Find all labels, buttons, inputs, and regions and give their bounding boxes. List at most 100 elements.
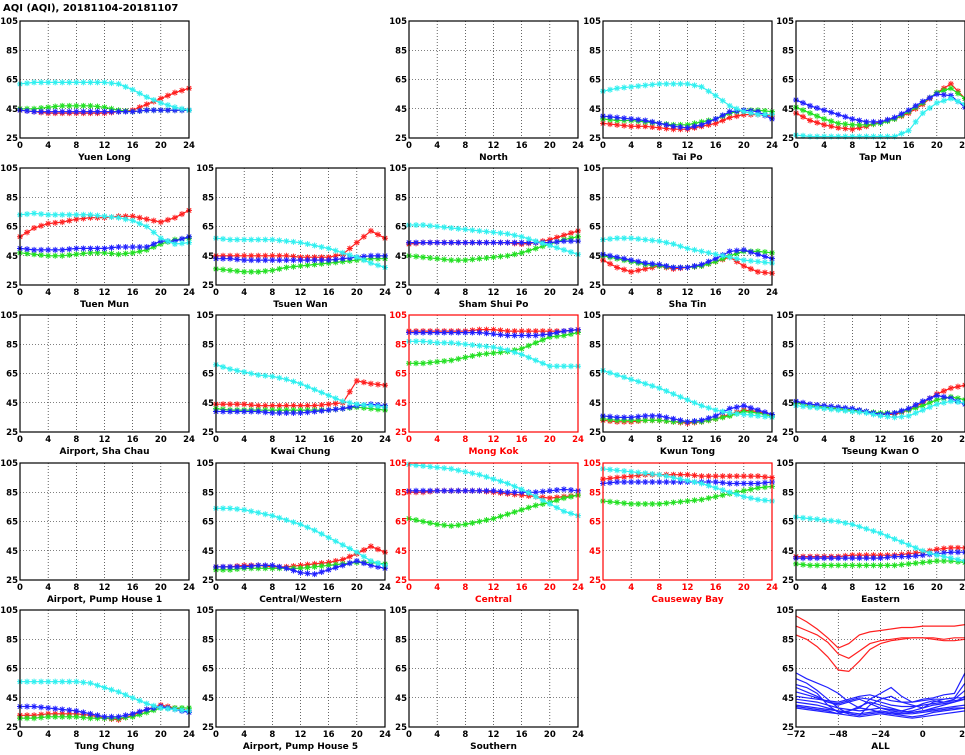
data-point [670, 415, 677, 422]
data-point [290, 567, 297, 574]
data-point [898, 561, 905, 568]
panel-tseung-kwan-o: 0 4 8 12 16 20 24 25 45 65 85 105 Tseung Kwan O [776, 311, 965, 457]
y-tick-label: 105 [196, 606, 214, 616]
data-point [621, 500, 628, 507]
data-point [642, 412, 649, 419]
x-tick-label: 4 [628, 141, 634, 151]
data-point [483, 326, 490, 333]
data-point [656, 80, 663, 87]
plot-frame [795, 609, 965, 728]
data-point [684, 396, 691, 403]
x-tick-label: 0 [793, 435, 799, 445]
y-tick-label: 25 [782, 428, 794, 438]
data-point [346, 388, 353, 395]
data-point [518, 345, 525, 352]
panel-title: ALL [871, 742, 890, 752]
data-point [691, 497, 698, 504]
data-point [269, 267, 276, 274]
x-tick-label: 24 [183, 435, 195, 445]
y-tick-label: 85 [395, 340, 407, 350]
data-point [339, 541, 346, 548]
x-tick-label: 4 [434, 435, 440, 445]
data-point [933, 552, 940, 559]
data-point [670, 474, 677, 481]
data-point [814, 562, 821, 569]
y-tick-label: 85 [395, 488, 407, 498]
data-point [136, 214, 143, 221]
data-point [115, 243, 122, 250]
data-point [511, 508, 518, 515]
data-point [476, 227, 483, 234]
data-point [712, 120, 719, 127]
data-point [164, 216, 171, 223]
data-point [290, 402, 297, 409]
data-point [614, 254, 621, 261]
data-point [332, 256, 339, 263]
series-line-blue [795, 698, 965, 714]
data-point [52, 246, 59, 253]
data-point [635, 500, 642, 507]
data-point [143, 101, 150, 108]
y-tick-label: 65 [202, 370, 214, 380]
data-point [553, 504, 560, 511]
y-tick-label: 85 [395, 193, 407, 203]
data-point [108, 713, 115, 720]
data-point [947, 544, 954, 551]
data-point [283, 517, 290, 524]
data-point [800, 561, 807, 568]
data-point [877, 118, 884, 125]
data-point [413, 462, 420, 469]
y-tick-label: 45 [6, 399, 18, 409]
data-point [733, 247, 740, 254]
x-tick-label: 0 [406, 730, 412, 740]
data-point [761, 497, 768, 504]
data-point [24, 715, 31, 722]
data-point [360, 547, 367, 554]
data-point [367, 562, 374, 569]
data-point [374, 403, 381, 410]
y-tick-label: 65 [395, 223, 407, 233]
x-tick-label: 16 [516, 435, 528, 445]
data-point [884, 413, 891, 420]
data-point [635, 378, 642, 385]
data-point [269, 252, 276, 259]
data-point [954, 399, 961, 406]
x-tick-label: 8 [656, 288, 662, 298]
panel-airport-pump-house-1: 0 4 8 12 16 20 24 25 45 65 85 105 Airport, Pump Hous… [0, 459, 195, 605]
data-point [413, 338, 420, 345]
data-point [828, 118, 835, 125]
data-point [691, 472, 698, 479]
data-point [311, 527, 318, 534]
x-tick-label: 4 [628, 288, 634, 298]
data-point [649, 412, 656, 419]
data-point [490, 515, 497, 522]
data-point [670, 80, 677, 87]
data-point [255, 562, 262, 569]
data-point [670, 499, 677, 506]
data-point [614, 479, 621, 486]
x-tick-label: 20 [544, 583, 556, 593]
data-point [761, 249, 768, 256]
data-point [954, 549, 961, 556]
x-tick-label: 12 [295, 288, 307, 298]
data-point [227, 236, 234, 243]
data-point [884, 133, 891, 140]
data-point [339, 255, 346, 262]
x-tick-label: 0 [600, 288, 606, 298]
data-point [814, 113, 821, 120]
y-tick-label: 25 [782, 134, 794, 144]
x-tick-label: 12 [295, 435, 307, 445]
data-point [898, 110, 905, 117]
y-tick-label: 105 [389, 459, 407, 469]
data-point [234, 256, 241, 263]
data-point [31, 246, 38, 253]
data-point [262, 257, 269, 264]
data-point [663, 80, 670, 87]
data-point [898, 130, 905, 137]
data-point [754, 407, 761, 414]
data-point [933, 99, 940, 106]
data-point [835, 407, 842, 414]
data-point [353, 401, 360, 408]
data-point [733, 404, 740, 411]
data-point [642, 82, 649, 89]
